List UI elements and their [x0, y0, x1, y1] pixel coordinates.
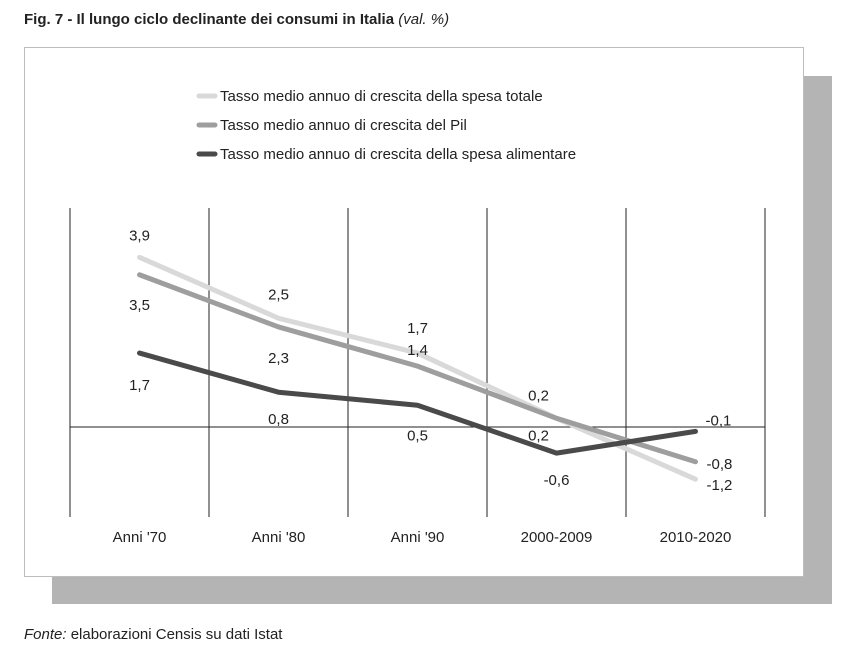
data-label: -1,2	[707, 477, 733, 494]
data-label: -0,6	[544, 472, 570, 489]
data-label: 0,5	[407, 427, 428, 444]
data-label: 1,4	[407, 342, 428, 359]
line-chart: Anni '70 Anni '80 Anni '90 2000-2009 2010-20…	[69, 88, 766, 546]
data-label: 3,5	[129, 297, 150, 314]
figure-unit-note: (val. %)	[398, 11, 450, 28]
figure-title: Fig. 7 - Il lungo ciclo declinante dei c…	[24, 11, 449, 28]
legend-entry: Tasso medio annuo di crescita del Pil	[220, 117, 467, 134]
x-tick-label: Anni '80	[252, 529, 306, 546]
series-line	[137, 254, 698, 482]
x-tick-label: 2000-2009	[521, 529, 593, 546]
chart-frame: Anni '70 Anni '80 Anni '90 2000-2009 2010-20…	[24, 47, 804, 577]
data-label: -0,1	[706, 412, 732, 429]
series-line	[137, 272, 698, 465]
x-tick-label: Anni '90	[391, 529, 445, 546]
series-line	[137, 350, 698, 456]
data-label: 1,7	[407, 320, 428, 337]
source-label: Fonte:	[24, 626, 67, 643]
data-label: 0,8	[268, 411, 289, 428]
data-label: -0,8	[707, 456, 733, 473]
source-text: elaborazioni Censis su dati Istat	[66, 626, 283, 643]
source-note: Fonte: elaborazioni Censis su dati Istat	[24, 626, 282, 643]
x-tick-label: 2010-2020	[660, 529, 732, 546]
data-label: 0,2	[528, 427, 549, 444]
legend-entry: Tasso medio annuo di crescita della spes…	[220, 146, 576, 163]
x-tick-label: Anni '70	[113, 529, 167, 546]
legend-entry: Tasso medio annuo di crescita della spes…	[220, 88, 543, 105]
data-label: 2,3	[268, 350, 289, 367]
data-label: 0,2	[528, 387, 549, 404]
figure-title-main: Fig. 7 - Il lungo ciclo declinante dei c…	[24, 11, 395, 28]
data-label: 1,7	[129, 377, 150, 394]
data-label: 3,9	[129, 227, 150, 244]
data-label: 2,5	[268, 286, 289, 303]
